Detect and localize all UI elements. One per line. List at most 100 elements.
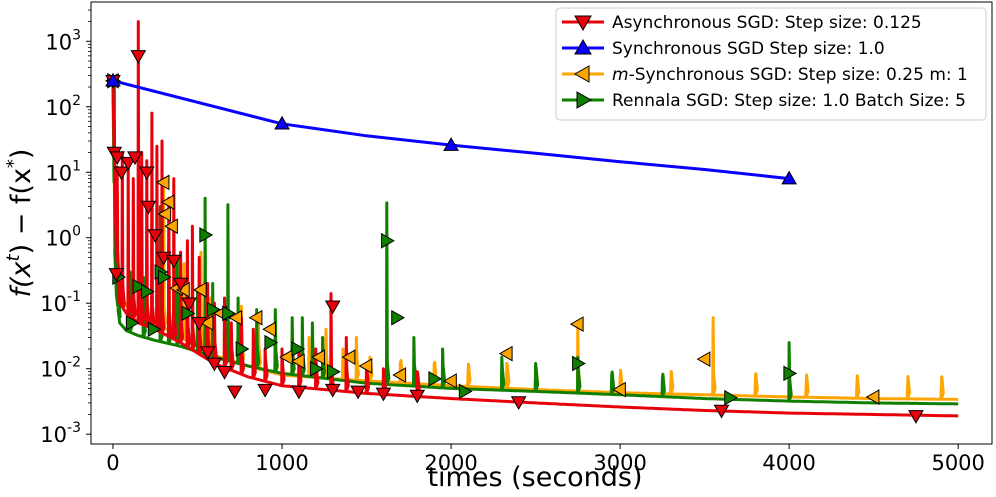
legend-label: m-Synchronous SGD: Step size: 0.25 m: 1 (612, 65, 968, 85)
series-marker (381, 232, 395, 249)
series-marker (206, 301, 221, 318)
series-marker (865, 389, 880, 405)
series-marker (696, 351, 711, 367)
series-marker (324, 300, 341, 315)
series-marker (172, 277, 189, 292)
series-marker (160, 194, 175, 210)
series-marker (409, 389, 426, 404)
series-marker (199, 227, 214, 243)
series-marker (443, 373, 457, 389)
series-marker (358, 358, 373, 374)
y-tick-label: 10-1 (40, 289, 81, 316)
series-marker (141, 283, 155, 300)
series-marker (138, 166, 155, 181)
y-label-sup-star: * (3, 159, 24, 168)
series-marker (264, 334, 279, 351)
series-marker (326, 363, 341, 380)
series-marker (248, 309, 263, 326)
y-tick-label: 103 (45, 27, 81, 54)
series-marker (113, 166, 130, 181)
series-marker (291, 385, 307, 400)
legend-marker (574, 15, 592, 32)
series-marker (164, 218, 178, 235)
series-marker (290, 353, 305, 370)
series-markers (104, 50, 924, 424)
series-marker (908, 410, 924, 424)
series-marker (216, 365, 233, 380)
x-tick-label: 0 (106, 451, 119, 475)
y-label-sup-t: t (3, 253, 24, 261)
legend-marker (576, 91, 593, 109)
series-marker (569, 316, 584, 332)
series-marker (612, 381, 626, 398)
y-tick-label: 10-2 (40, 355, 81, 382)
series-marker (713, 404, 730, 419)
axis-ticks: 0 1000 2000 3000 4000 5000 10-3 10-2 10-1 100 101 1… (40, 9, 985, 475)
x-tick-label: 5000 (931, 451, 984, 475)
series-marker (226, 385, 243, 400)
series-marker (428, 370, 443, 387)
legend-marker (573, 65, 590, 83)
series-marker (206, 357, 223, 372)
series-marker (127, 151, 143, 166)
y-tick-label: 100 (45, 224, 81, 251)
series-marker (155, 174, 170, 191)
legend-label: Synchronous SGD Step size: 1.0 (612, 39, 885, 59)
series-marker (228, 309, 243, 326)
series-marker (341, 349, 356, 366)
y-label-part-2: ) − f(x (6, 168, 37, 254)
series-marker (165, 254, 182, 269)
series-marker (274, 115, 290, 130)
series-line (112, 79, 790, 181)
series-marker (199, 315, 214, 331)
y-tick-label: 101 (45, 158, 81, 185)
y-tick-label: 102 (45, 93, 81, 120)
x-tick-label: 4000 (762, 451, 815, 475)
legend-label: Rennala SGD: Step size: 1.0 Batch Size: … (612, 91, 966, 111)
series-marker (510, 396, 527, 411)
plot-frame (90, 1, 993, 445)
series-marker (191, 317, 208, 331)
y-label-part-3: ) (6, 149, 37, 160)
y-label-part-1: f(x (6, 260, 37, 297)
x-axis-label: times (seconds) (427, 462, 642, 493)
series-marker (235, 341, 250, 357)
series-marker (181, 305, 196, 322)
series-marker (375, 387, 392, 402)
series-marker (132, 278, 147, 295)
y-axis-label: f(xt) − f(x*) (3, 149, 37, 298)
series-marker (109, 151, 126, 166)
legend-marker (574, 38, 592, 55)
series-marker (350, 385, 366, 400)
y-tick-label: 10-3 (40, 420, 81, 447)
series-marker (125, 315, 140, 331)
series-marker (157, 269, 172, 286)
legend: Asynchronous SGD: Step size: 0.125 Synchr… (555, 7, 987, 121)
series-marker (262, 321, 276, 338)
x-tick-label: 1000 (255, 451, 308, 475)
legend-box (555, 7, 987, 121)
series-marker (108, 268, 125, 282)
series-marker (291, 341, 306, 357)
legend-label: Asynchronous SGD: Step size: 0.125 (612, 13, 922, 33)
series-marker (392, 367, 407, 383)
x-tick-label: 2000 (424, 451, 477, 475)
series-marker (140, 200, 157, 215)
series-marker (324, 383, 341, 398)
series-marker (192, 281, 207, 298)
series-marker (222, 305, 236, 322)
series-marker (311, 349, 325, 366)
series-marker (724, 389, 738, 406)
series-marker (105, 72, 121, 87)
series-marker (120, 156, 137, 171)
series-marker (458, 383, 473, 400)
series-marker (783, 365, 798, 382)
series-marker (572, 355, 586, 372)
series-marker (181, 297, 197, 312)
series-marker (498, 345, 513, 362)
series-lines (111, 20, 959, 418)
series-marker (279, 349, 293, 366)
series-marker (257, 383, 273, 398)
series-marker (391, 309, 405, 326)
